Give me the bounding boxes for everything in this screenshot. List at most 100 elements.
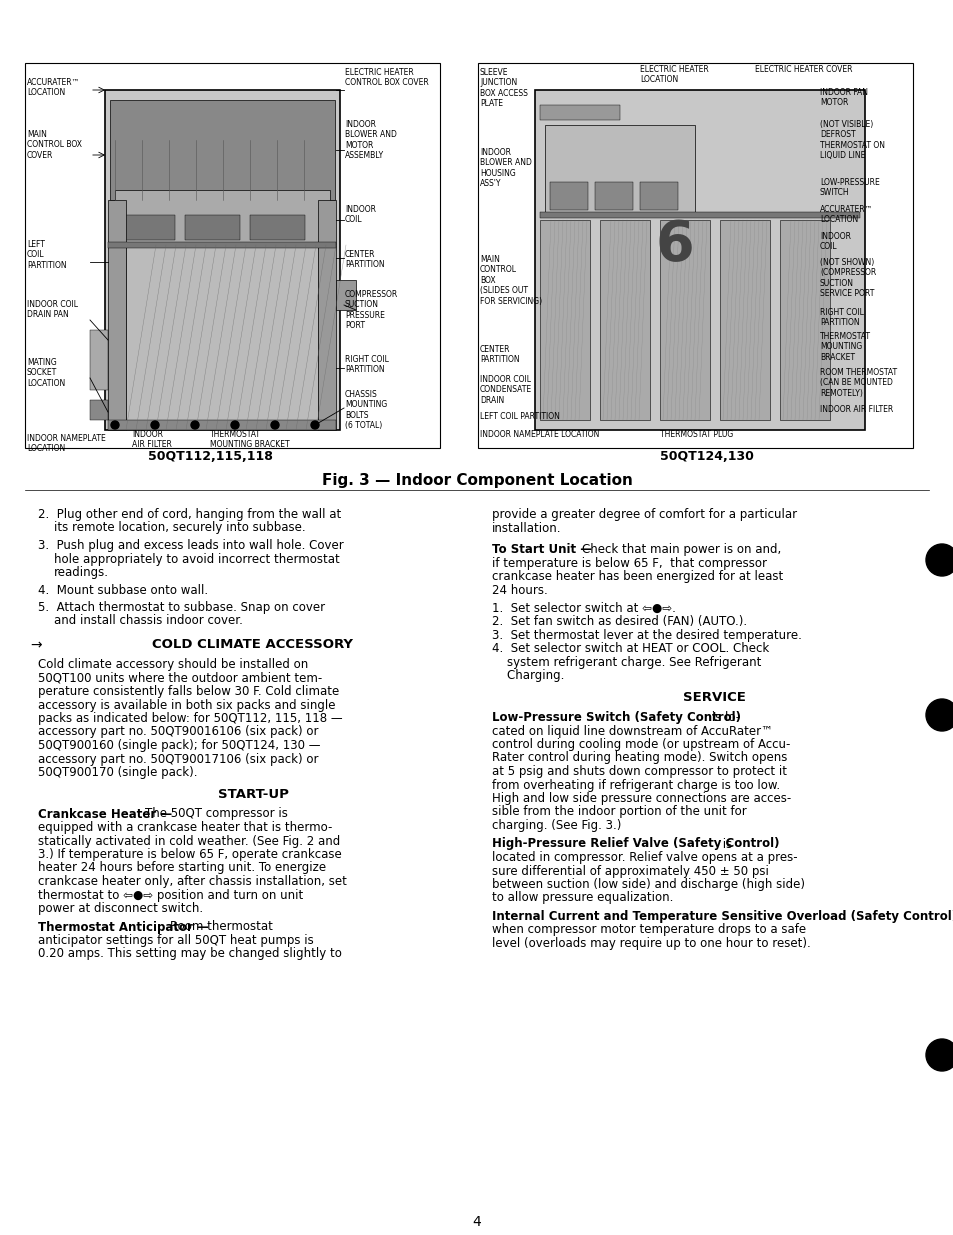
Text: sure differential of approximately 450 ± 50 psi: sure differential of approximately 450 ±… <box>492 864 768 878</box>
Text: INDOOR
BLOWER AND
HOUSING
ASS'Y: INDOOR BLOWER AND HOUSING ASS'Y <box>479 148 532 188</box>
Text: and install chassis indoor cover.: and install chassis indoor cover. <box>54 615 243 627</box>
Circle shape <box>231 421 239 429</box>
Text: Room thermostat: Room thermostat <box>170 920 273 934</box>
Text: Fig. 3 — Indoor Component Location: Fig. 3 — Indoor Component Location <box>321 473 632 488</box>
Text: COLD CLIMATE ACCESSORY: COLD CLIMATE ACCESSORY <box>152 638 354 651</box>
Bar <box>595 182 633 210</box>
Text: 0.20 amps. This setting may be changed slightly to: 0.20 amps. This setting may be changed s… <box>38 947 341 961</box>
Text: equipped with a crankcase heater that is thermo-: equipped with a crankcase heater that is… <box>38 821 332 834</box>
Text: CENTER
PARTITION: CENTER PARTITION <box>345 249 384 269</box>
Text: SERVICE: SERVICE <box>681 692 744 704</box>
Bar <box>90 400 108 420</box>
Text: SLEEVE
JUNCTION
BOX ACCESS
PLATE: SLEEVE JUNCTION BOX ACCESS PLATE <box>479 68 527 109</box>
Text: 50QT900160 (single pack); for 50QT124, 130 —: 50QT900160 (single pack); for 50QT124, 1… <box>38 739 320 752</box>
Text: →: → <box>30 638 42 652</box>
Text: when compressor motor temperature drops to a safe: when compressor motor temperature drops … <box>492 924 805 936</box>
Text: 2.  Plug other end of cord, hanging from the wall at: 2. Plug other end of cord, hanging from … <box>38 508 341 521</box>
Text: 1.  Set selector switch at ⇦●⇨.: 1. Set selector switch at ⇦●⇨. <box>492 601 675 615</box>
Text: accessory part no. 50QT90017106 (six pack) or: accessory part no. 50QT90017106 (six pac… <box>38 752 318 766</box>
Bar <box>25 63 439 448</box>
Text: Internal Current and Temperature Sensitive Overload (Safety Control): Internal Current and Temperature Sensiti… <box>492 910 953 923</box>
Text: accessory part no. 50QT90016106 (six pack) or: accessory part no. 50QT90016106 (six pac… <box>38 725 318 739</box>
Text: 4: 4 <box>472 1215 481 1229</box>
Text: crankcase heater has been energized for at least: crankcase heater has been energized for … <box>492 571 782 583</box>
Text: from overheating if refrigerant charge is too low.: from overheating if refrigerant charge i… <box>492 778 780 792</box>
Text: perature consistently falls below 30 F. Cold climate: perature consistently falls below 30 F. … <box>38 685 339 698</box>
Text: (NOT VISIBLE)
DEFROST
THERMOSTAT ON
LIQUID LINE: (NOT VISIBLE) DEFROST THERMOSTAT ON LIQU… <box>820 120 884 161</box>
Text: INDOOR
COIL: INDOOR COIL <box>820 232 850 252</box>
Text: CENTER
PARTITION: CENTER PARTITION <box>479 345 519 364</box>
Text: Low-Pressure Switch (Safety Control): Low-Pressure Switch (Safety Control) <box>492 711 740 724</box>
Circle shape <box>311 421 318 429</box>
Text: ROOM THERMOSTAT
(CAN BE MOUNTED
REMOTELY): ROOM THERMOSTAT (CAN BE MOUNTED REMOTELY… <box>820 368 896 398</box>
Text: ACCURATER™
LOCATION: ACCURATER™ LOCATION <box>820 205 872 225</box>
Circle shape <box>925 543 953 576</box>
Bar <box>539 105 619 120</box>
Text: High and low side pressure connections are acces-: High and low side pressure connections a… <box>492 792 790 805</box>
Bar <box>115 190 330 245</box>
Text: INDOOR NAMEPLATE
LOCATION: INDOOR NAMEPLATE LOCATION <box>27 433 106 453</box>
Text: hole appropriately to avoid incorrect thermostat: hole appropriately to avoid incorrect th… <box>54 552 339 566</box>
Text: THERMOSTAT PLUG: THERMOSTAT PLUG <box>659 430 733 438</box>
Text: LEFT COIL PARTITION: LEFT COIL PARTITION <box>479 412 559 421</box>
Bar <box>477 63 912 448</box>
Bar <box>185 215 240 240</box>
Text: thermostat to ⇦●⇨ position and turn on unit: thermostat to ⇦●⇨ position and turn on u… <box>38 888 303 902</box>
Text: Check that main power is on and,: Check that main power is on and, <box>581 543 781 556</box>
Text: Crankcase Heater —: Crankcase Heater — <box>38 808 172 820</box>
Bar <box>659 220 709 420</box>
Text: High-Pressure Relief Valve (Safety Control): High-Pressure Relief Valve (Safety Contr… <box>492 837 779 851</box>
Text: 6: 6 <box>655 219 694 272</box>
Text: 4.  Set selector switch at HEAT or COOL. Check: 4. Set selector switch at HEAT or COOL. … <box>492 642 768 656</box>
Text: INDOOR AIR FILTER: INDOOR AIR FILTER <box>820 405 892 414</box>
Text: INDOOR
BLOWER AND
MOTOR
ASSEMBLY: INDOOR BLOWER AND MOTOR ASSEMBLY <box>345 120 396 161</box>
Text: MAIN
CONTROL
BOX
(SLIDES OUT
FOR SERVICING): MAIN CONTROL BOX (SLIDES OUT FOR SERVICI… <box>479 254 541 305</box>
Bar <box>120 215 174 240</box>
Text: installation.: installation. <box>492 521 561 535</box>
Text: charging. (See Fig. 3.): charging. (See Fig. 3.) <box>492 819 620 832</box>
Text: MATING
SOCKET
LOCATION: MATING SOCKET LOCATION <box>27 358 65 388</box>
Text: Thermostat Anticipator —: Thermostat Anticipator — <box>38 920 209 934</box>
Text: if temperature is below 65 F,  that compressor: if temperature is below 65 F, that compr… <box>492 557 766 569</box>
Bar <box>110 100 335 200</box>
Text: THERMOSTAT
MOUNTING
BRACKET: THERMOSTAT MOUNTING BRACKET <box>820 332 870 362</box>
Bar <box>550 182 587 210</box>
Text: ELECTRIC HEATER
CONTROL BOX COVER: ELECTRIC HEATER CONTROL BOX COVER <box>345 68 428 88</box>
Circle shape <box>111 421 119 429</box>
Text: accessory is available in both six packs and single: accessory is available in both six packs… <box>38 699 335 711</box>
Text: 50QT100 units where the outdoor ambient tem-: 50QT100 units where the outdoor ambient … <box>38 672 322 684</box>
Bar <box>126 245 317 430</box>
Bar <box>539 220 589 420</box>
Text: between suction (low side) and discharge (high side): between suction (low side) and discharge… <box>492 878 804 890</box>
Text: INDOOR COIL
CONDENSATE
DRAIN: INDOOR COIL CONDENSATE DRAIN <box>479 375 532 405</box>
Text: 5.  Attach thermostat to subbase. Snap on cover: 5. Attach thermostat to subbase. Snap on… <box>38 601 325 614</box>
Text: INDOOR
AIR FILTER: INDOOR AIR FILTER <box>132 430 172 450</box>
Text: to allow pressure equalization.: to allow pressure equalization. <box>492 892 673 904</box>
Text: readings.: readings. <box>54 566 109 579</box>
Bar <box>108 242 335 248</box>
Text: The 50QT compressor is: The 50QT compressor is <box>145 808 288 820</box>
Text: crankcase heater only, after chassis installation, set: crankcase heater only, after chassis ins… <box>38 876 347 888</box>
Text: is: is <box>719 837 732 851</box>
Text: is lo-: is lo- <box>707 711 740 724</box>
Text: sible from the indoor portion of the unit for: sible from the indoor portion of the uni… <box>492 805 746 819</box>
Bar <box>335 280 355 310</box>
Text: ELECTRIC HEATER
LOCATION: ELECTRIC HEATER LOCATION <box>639 65 708 84</box>
Text: LOW-PRESSURE
SWITCH: LOW-PRESSURE SWITCH <box>820 178 879 198</box>
Text: located in compressor. Relief valve opens at a pres-: located in compressor. Relief valve open… <box>492 851 797 864</box>
Text: RIGHT COIL
PARTITION: RIGHT COIL PARTITION <box>820 308 863 327</box>
Text: 3.) If temperature is below 65 F, operate crankcase: 3.) If temperature is below 65 F, operat… <box>38 848 341 861</box>
Bar <box>535 90 864 430</box>
Text: system refrigerant charge. See Refrigerant: system refrigerant charge. See Refrigera… <box>492 656 760 669</box>
Text: 50QT112,115,118: 50QT112,115,118 <box>148 450 273 463</box>
Text: 24 hours.: 24 hours. <box>492 583 547 597</box>
Text: at 5 psig and shuts down compressor to protect it: at 5 psig and shuts down compressor to p… <box>492 764 786 778</box>
Text: Cold climate accessory should be installed on: Cold climate accessory should be install… <box>38 658 308 671</box>
Text: 2.  Set fan switch as desired (FAN) (AUTO.).: 2. Set fan switch as desired (FAN) (AUTO… <box>492 615 746 629</box>
Bar <box>720 220 769 420</box>
Bar <box>108 200 126 430</box>
Circle shape <box>271 421 278 429</box>
Text: ACCURATER™
LOCATION: ACCURATER™ LOCATION <box>27 78 80 98</box>
Text: anticipator settings for all 50QT heat pumps is: anticipator settings for all 50QT heat p… <box>38 934 314 947</box>
Bar <box>599 220 649 420</box>
